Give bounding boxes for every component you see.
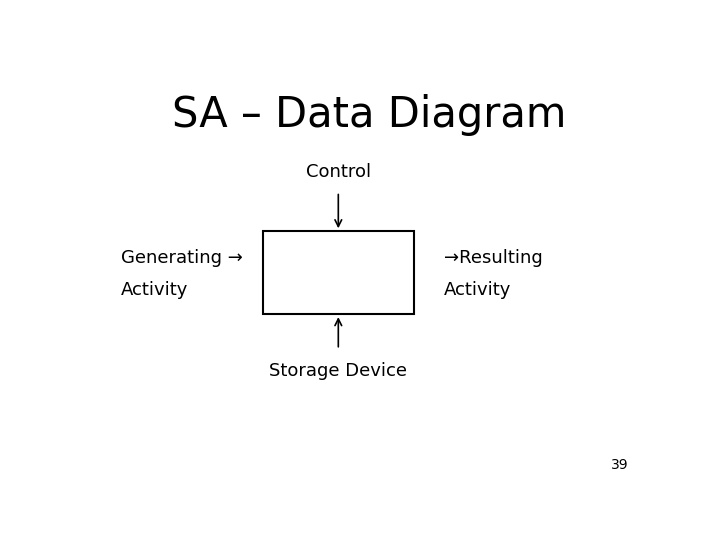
- Text: Storage Device: Storage Device: [269, 362, 408, 380]
- Text: 39: 39: [611, 458, 629, 472]
- Text: Activity: Activity: [121, 281, 188, 299]
- Bar: [263, 231, 414, 314]
- Text: SA – Data Diagram: SA – Data Diagram: [172, 94, 566, 136]
- Text: →Resulting: →Resulting: [444, 249, 543, 267]
- Text: Generating →: Generating →: [121, 249, 243, 267]
- Text: Activity: Activity: [444, 281, 512, 299]
- Text: Control: Control: [306, 163, 371, 181]
